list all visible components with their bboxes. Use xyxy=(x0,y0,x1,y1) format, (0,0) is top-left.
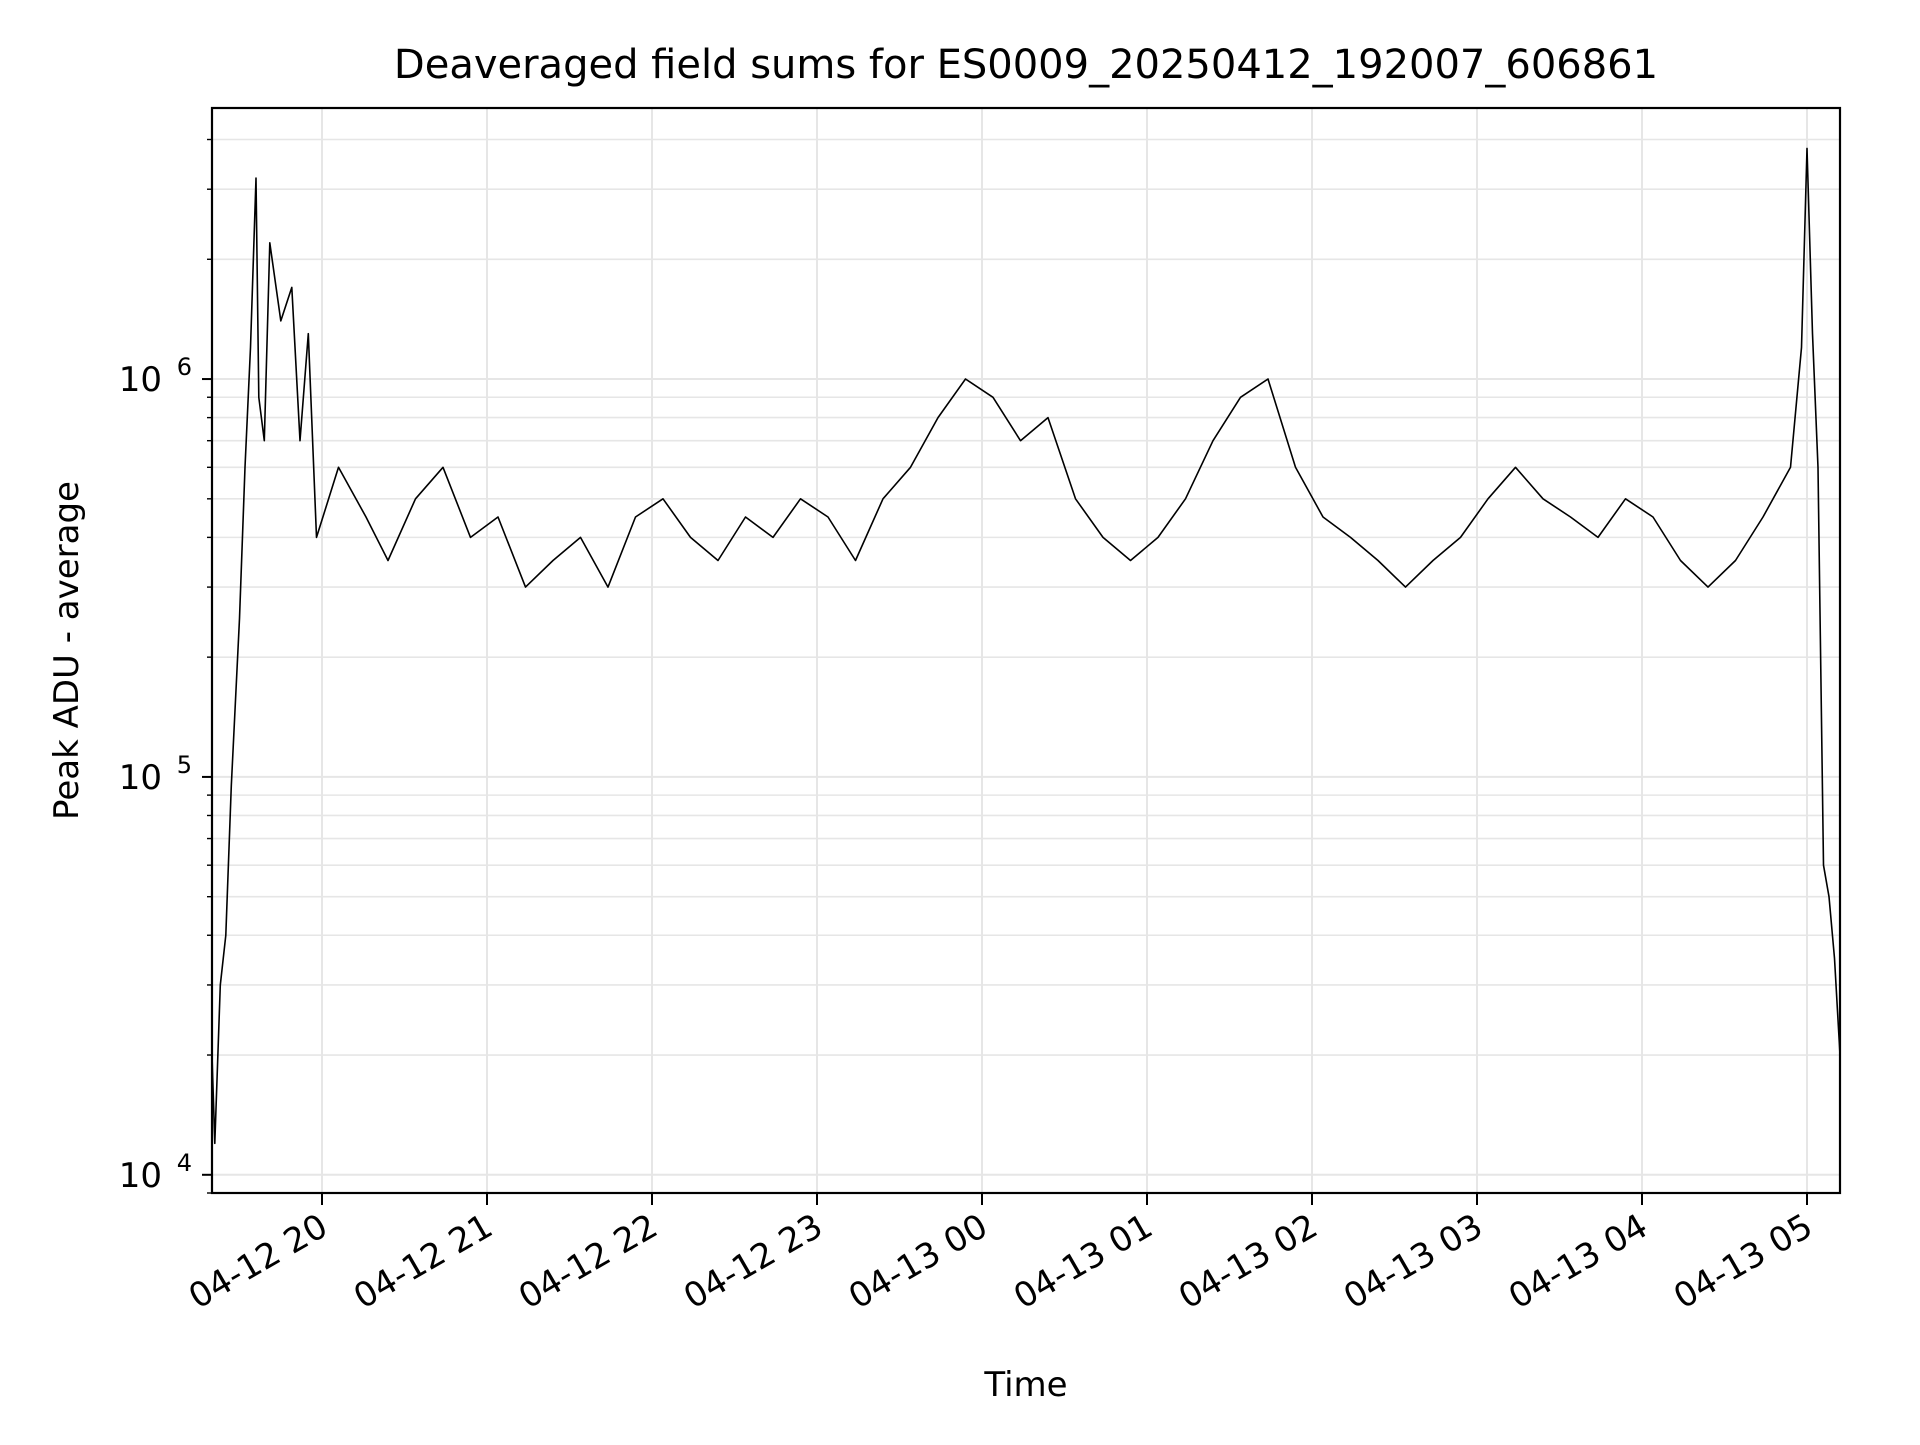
y-tick-exponent: 6 xyxy=(177,353,192,381)
series-line xyxy=(211,147,1841,1145)
series-layer xyxy=(211,147,1841,1145)
y-axis-label: Peak ADU - average xyxy=(47,481,87,820)
x-axis-label: Time xyxy=(983,1365,1067,1405)
chart-title: Deaveraged field sums for ES0009_2025041… xyxy=(394,42,1658,88)
grid-lines xyxy=(212,108,1840,1194)
y-tick-base: 10 xyxy=(119,758,162,798)
plot-frame xyxy=(210,106,1842,1195)
y-tick-label: 10 xyxy=(119,360,162,400)
y-tick-exponent: 5 xyxy=(177,751,192,779)
y-tick-label: 10 xyxy=(119,1156,162,1196)
y-tick-label: 10 xyxy=(119,758,162,798)
y-tick-base: 10 xyxy=(119,1156,162,1196)
y-tick-base: 10 xyxy=(119,360,162,400)
y-tick-exponent: 4 xyxy=(177,1149,192,1177)
